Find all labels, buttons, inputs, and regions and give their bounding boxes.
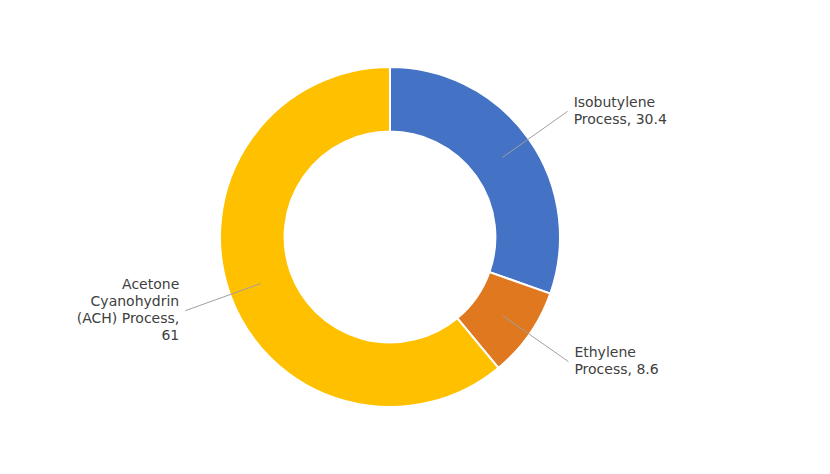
chart: IsobutyleneProcess, 30.4EthyleneProcess,… <box>0 0 830 474</box>
data-label-line: (ACH) Process, <box>77 310 180 326</box>
data-label-line: Process, 30.4 <box>574 111 667 127</box>
data-label-line: Acetone <box>122 276 179 292</box>
data-label: IsobutyleneProcess, 30.4 <box>574 94 667 127</box>
slices <box>220 67 560 407</box>
leader-line <box>502 111 567 157</box>
leader-line <box>185 284 260 311</box>
data-label: EthyleneProcess, 8.6 <box>574 344 658 377</box>
data-label-line: 61 <box>161 327 179 343</box>
data-label-line: Process, 8.6 <box>574 361 658 377</box>
chart-container: IsobutyleneProcess, 30.4EthyleneProcess,… <box>0 0 830 474</box>
data-label-line: Isobutylene <box>574 94 656 110</box>
slice <box>220 67 498 407</box>
leader-line <box>503 316 569 362</box>
slice <box>390 67 560 294</box>
data-label: AcetoneCyanohydrin(ACH) Process,61 <box>77 276 180 343</box>
data-label-line: Cyanohydrin <box>91 293 180 309</box>
labels: IsobutyleneProcess, 30.4EthyleneProcess,… <box>77 94 667 377</box>
data-label-line: Ethylene <box>574 344 635 360</box>
